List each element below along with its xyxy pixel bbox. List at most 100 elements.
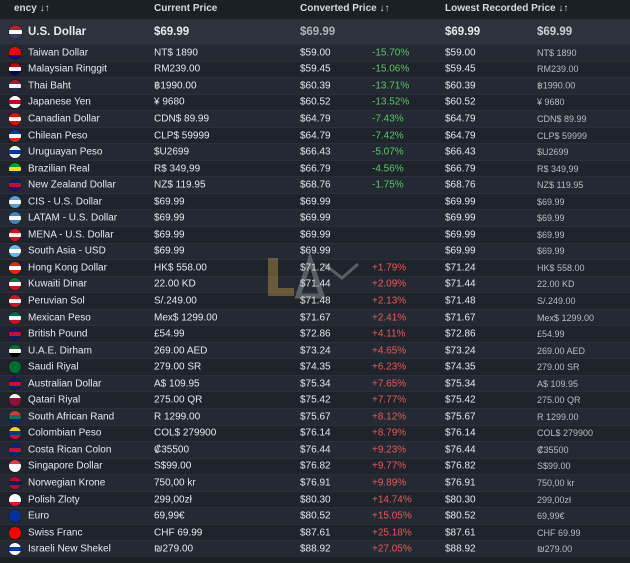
current-price: $69.99 xyxy=(154,245,185,257)
converted-price: $68.76 xyxy=(300,179,331,191)
currency-name: Peruvian Sol xyxy=(28,295,85,307)
table-row: Mexican Peso Mex$ 1299.00 $71.67 +2.41% $71.… xyxy=(0,308,630,326)
lowest-native-price: S$99.00 xyxy=(537,461,571,472)
lowest-price: $71.48 xyxy=(445,295,476,307)
converted-price: $87.61 xyxy=(300,527,331,539)
currency-name: Euro xyxy=(28,510,50,522)
flag-icon xyxy=(9,63,21,76)
current-price: ฿1990.00 xyxy=(154,80,197,92)
flag-icon xyxy=(9,146,21,159)
lowest-price: $71.67 xyxy=(445,312,476,324)
lowest-price: $66.79 xyxy=(445,163,476,175)
flag-icon xyxy=(9,394,21,407)
percent-difference: +7.65% xyxy=(372,378,407,390)
lowest-native-price: $69.99 xyxy=(537,229,565,240)
flag-icon xyxy=(9,493,21,506)
lowest-native-price: 279.00 SR xyxy=(537,362,580,373)
currency-name: Canadian Dollar xyxy=(28,113,100,125)
currency-name: Colombian Peso xyxy=(28,427,102,439)
converted-price: $75.67 xyxy=(300,411,331,423)
converted-price: $66.43 xyxy=(300,146,331,158)
percent-difference: +15.05% xyxy=(372,510,412,522)
currency-name: Swiss Franc xyxy=(28,527,83,539)
converted-price: $66.79 xyxy=(300,163,331,175)
table-row: Colombian Peso COL$ 279900 $76.14 +8.79% $76… xyxy=(0,424,630,442)
converted-price: $60.39 xyxy=(300,80,331,92)
currency-name: LATAM - U.S. Dollar xyxy=(28,212,118,224)
lowest-native-price: $69.99 xyxy=(537,213,565,224)
percent-difference: -5.07% xyxy=(372,146,404,158)
current-price: ₪279.00 xyxy=(154,543,194,555)
flag-icon xyxy=(9,212,21,225)
current-price: Mex$ 1299.00 xyxy=(154,312,218,324)
table-row: South Asia - USD $69.99 $69.99 $69.99 $69.99 xyxy=(0,242,630,260)
percent-difference: +9.77% xyxy=(372,460,407,472)
converted-price: $64.79 xyxy=(300,130,331,141)
current-price: ₡35500 xyxy=(154,444,190,456)
percent-difference: +2.41% xyxy=(372,312,407,324)
currency-name: Saudi Riyal xyxy=(28,361,79,373)
lowest-native-price: CDN$ 89.99 xyxy=(537,113,587,124)
lowest-price: $76.44 xyxy=(445,444,476,456)
percent-difference: -13.52% xyxy=(372,96,410,108)
current-price: S/.249.00 xyxy=(154,295,197,307)
current-price: $69.99 xyxy=(154,212,185,224)
lowest-native-price: 299,00zł xyxy=(537,494,572,505)
flag-icon xyxy=(9,294,21,307)
percent-difference: -7.43% xyxy=(372,113,404,125)
converted-price: $80.30 xyxy=(300,494,331,506)
converted-price: $64.79 xyxy=(300,113,331,125)
currency-column-header[interactable]: ency ↓↑ xyxy=(14,3,50,14)
lowest-price: $80.30 xyxy=(445,494,476,506)
currency-name: Costa Rican Colon xyxy=(28,444,112,456)
currency-name: Singapore Dollar xyxy=(28,460,103,472)
table-row: South African Rand R 1299.00 $75.67 +8.12% $… xyxy=(0,408,630,425)
flag-icon xyxy=(9,377,21,390)
table-header: ency ↓↑ Current Price Converted Price ↓↑… xyxy=(0,0,630,19)
lowest-native-price: 269.00 AED xyxy=(537,345,586,356)
currency-name: Israeli New Shekel xyxy=(28,543,111,555)
converted-price-column-header[interactable]: Converted Price ↓↑ xyxy=(300,3,390,14)
percent-difference: +4.65% xyxy=(372,345,407,357)
current-price: $U2699 xyxy=(154,146,190,158)
table-row: Swiss Franc CHF 69.99 $87.61 +25.18% $87.61 C… xyxy=(0,523,630,541)
current-price: 279.00 SR xyxy=(154,361,202,373)
converted-price: $69.99 xyxy=(300,196,331,208)
flag-icon xyxy=(9,344,21,357)
lowest-native-price: CLP$ 59999 xyxy=(537,130,588,141)
currency-name: New Zealand Dollar xyxy=(28,179,116,191)
flag-icon xyxy=(9,245,21,258)
currency-name: Mexican Peso xyxy=(28,312,91,324)
percent-difference: +14.74% xyxy=(372,494,412,506)
table-row: Polish Zloty 299,00zł $80.30 +14.74% $80.30 2… xyxy=(0,490,630,508)
currency-name: Qatari Riyal xyxy=(28,394,81,406)
converted-price: $72.86 xyxy=(300,328,331,340)
flag-icon xyxy=(9,410,21,423)
percent-difference: +25.18% xyxy=(372,527,412,539)
base-currency-row: U.S. Dollar $69.99 $69.99 $69.99 $69.99 xyxy=(0,19,630,44)
current-price: £54.99 xyxy=(154,328,185,340)
current-price: $69.99 xyxy=(154,229,185,241)
lowest-price: $60.52 xyxy=(445,96,476,108)
lowest-price: $74.35 xyxy=(445,361,476,373)
current-price: R$ 349,99 xyxy=(154,163,201,175)
lowest-native-price: $U2699 xyxy=(537,147,569,158)
converted-price: $76.44 xyxy=(300,444,331,456)
table-row: Thai Baht ฿1990.00 $60.39 -13.71% $60.39 ฿199… xyxy=(0,77,630,94)
current-price-column-header[interactable]: Current Price xyxy=(154,3,218,14)
current-price: CDN$ 89.99 xyxy=(154,113,210,125)
converted-price: $69.99 xyxy=(300,229,331,241)
lowest-price-column-header[interactable]: Lowest Recorded Price ↓↑ xyxy=(445,3,569,14)
table-row: Kuwaiti Dinar 22.00 KD $71.44 +2.09% $71.44 2… xyxy=(0,275,630,293)
current-price: ¥ 9680 xyxy=(154,96,185,108)
lowest-native-price: S/.249.00 xyxy=(537,295,576,306)
current-price: $69.99 xyxy=(154,196,185,208)
percent-difference: -15.06% xyxy=(372,63,410,75)
table-row: New Zealand Dollar NZ$ 119.95 $68.76 -1.75%… xyxy=(0,176,630,193)
table-row: Norwegian Krone 750,00 kr $76.91 +9.89% $76.… xyxy=(0,474,630,491)
currency-name: U.S. Dollar xyxy=(28,26,87,38)
percent-difference: +6.23% xyxy=(372,361,407,373)
current-price: $69.99 xyxy=(154,26,190,38)
current-price: A$ 109.95 xyxy=(154,378,200,390)
